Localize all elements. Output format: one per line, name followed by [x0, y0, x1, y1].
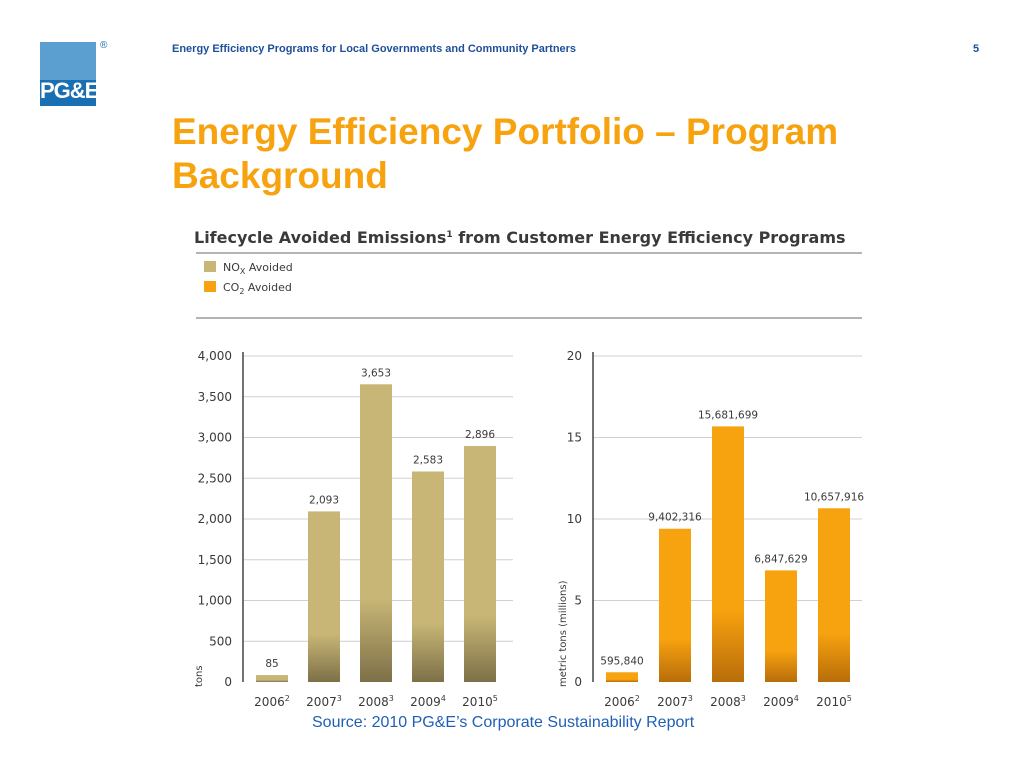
- nox-x-tick-label: 20105: [462, 694, 498, 709]
- co2-bar: [818, 508, 850, 682]
- co2-data-label: 6,847,629: [754, 553, 807, 565]
- co2-bar: [712, 426, 744, 682]
- nox-y-tick-label: 3,000: [198, 431, 232, 445]
- co2-y-tick-label: 10: [567, 512, 582, 526]
- nox-x-tick-label: 20062: [254, 694, 290, 709]
- co2-x-tick-label: 20083: [710, 694, 746, 709]
- registered-mark: ®: [100, 40, 108, 51]
- co2-data-label: 10,657,916: [804, 491, 864, 503]
- co2-x-tick-label: 20094: [763, 694, 799, 709]
- co2-x-tick-label: 20073: [657, 694, 693, 709]
- legend-swatch-co2: [204, 281, 216, 292]
- co2-y-tick-label: 5: [574, 594, 582, 608]
- nox-y-tick-label: 2,000: [198, 512, 232, 526]
- nox-bar: [412, 471, 444, 682]
- co2-bar: [765, 570, 797, 682]
- nox-y-tick-label: 500: [209, 634, 232, 648]
- nox-y-tick-label: 4,000: [198, 349, 232, 363]
- co2-data-label: 595,840: [600, 655, 643, 667]
- source-note: Source: 2010 PG&E’s Corporate Sustainabi…: [312, 714, 695, 731]
- legend-label-co2: CO2 Avoided: [223, 281, 292, 296]
- nox-x-tick-label: 20073: [306, 694, 342, 709]
- nox-y-tick-label: 0: [224, 675, 232, 689]
- co2-y-tick-label: 0: [574, 675, 582, 689]
- nox-bar: [464, 445, 496, 682]
- pge-logo: PG&E: [40, 42, 99, 106]
- co2-bar: [659, 528, 691, 682]
- page-title: Energy Efficiency Portfolio – Program Ba…: [172, 111, 839, 196]
- co2-y-tick-label: 20: [567, 349, 582, 363]
- nox-bar: [256, 675, 288, 682]
- nox-y-tick-label: 2,500: [198, 471, 232, 485]
- co2-y-axis-label: metric tons (millions): [558, 580, 569, 687]
- nox-y-tick-label: 1,000: [198, 594, 232, 608]
- co2-x-tick-label: 20062: [604, 694, 640, 709]
- page-number: 5: [973, 43, 980, 55]
- nox-bar: [308, 511, 340, 682]
- nox-x-tick-label: 20083: [358, 694, 394, 709]
- co2-data-label: 15,681,699: [698, 409, 758, 421]
- nox-x-tick-label: 20094: [410, 694, 446, 709]
- nox-data-label: 3,653: [361, 367, 391, 379]
- header-text: Energy Efficiency Programs for Local Gov…: [172, 43, 577, 55]
- legend-swatch-nox: [204, 261, 216, 272]
- nox-y-axis-label: tons: [194, 665, 205, 687]
- nox-y-tick-label: 1,500: [198, 553, 232, 567]
- co2-bar: [606, 672, 638, 682]
- nox-data-label: 85: [265, 658, 278, 670]
- co2-y-tick-label: 15: [567, 431, 582, 445]
- co2-chart: 0 5 10 15 20 metric tons (millions) 595,840 200…: [558, 349, 864, 709]
- nox-chart: 0 500 1,000 1,500 2,000 2,500 3,000 3,500 4,000 t…: [194, 349, 513, 709]
- nox-bar: [360, 384, 392, 682]
- nox-data-label: 2,093: [309, 494, 339, 506]
- nox-data-label: 2,896: [465, 429, 495, 441]
- nox-data-label: 2,583: [413, 454, 443, 466]
- legend-label-nox: NOX Avoided: [223, 261, 293, 276]
- co2-data-label: 9,402,316: [648, 512, 702, 524]
- nox-y-tick-label: 3,500: [198, 390, 232, 404]
- logo-text: PG&E: [40, 78, 99, 103]
- chart-title: Lifecycle Avoided Emissions1 from Custom…: [194, 228, 846, 247]
- co2-x-tick-label: 20105: [816, 694, 852, 709]
